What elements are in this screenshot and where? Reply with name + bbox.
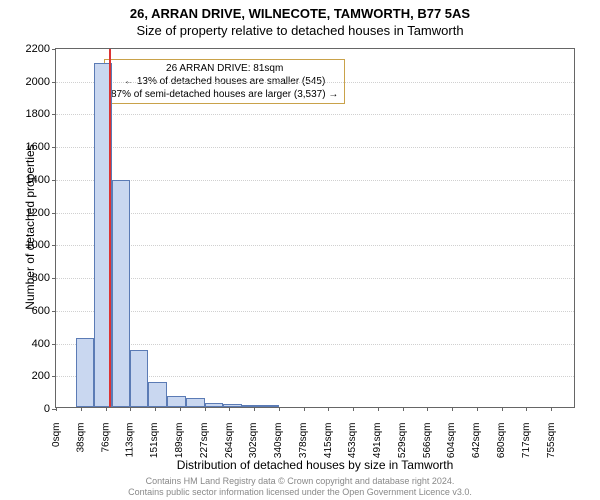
page-title: 26, ARRAN DRIVE, WILNECOTE, TAMWORTH, B7… bbox=[0, 0, 600, 21]
x-tick-label: 717sqm bbox=[521, 423, 532, 459]
x-tick-mark bbox=[403, 407, 404, 411]
x-tick-label: 38sqm bbox=[75, 423, 86, 453]
chart-container: 26, ARRAN DRIVE, WILNECOTE, TAMWORTH, B7… bbox=[0, 0, 600, 500]
x-tick-mark bbox=[130, 407, 131, 411]
x-tick-mark bbox=[180, 407, 181, 411]
x-tick-mark bbox=[205, 407, 206, 411]
footer: Contains HM Land Registry data © Crown c… bbox=[0, 476, 600, 499]
gridline bbox=[56, 213, 574, 214]
footer-line-1: Contains HM Land Registry data © Crown c… bbox=[0, 476, 600, 487]
histogram-bar bbox=[167, 396, 185, 407]
x-tick-label: 529sqm bbox=[397, 423, 408, 459]
y-tick-mark bbox=[52, 245, 56, 246]
gridline bbox=[56, 344, 574, 345]
x-tick-mark bbox=[353, 407, 354, 411]
x-tick-label: 264sqm bbox=[224, 423, 235, 459]
y-tick-mark bbox=[52, 82, 56, 83]
y-tick-mark bbox=[52, 278, 56, 279]
x-tick-label: 227sqm bbox=[199, 423, 210, 459]
x-tick-label: 340sqm bbox=[273, 423, 284, 459]
histogram-bar bbox=[242, 405, 260, 407]
y-tick-mark bbox=[52, 213, 56, 214]
x-tick-label: 302sqm bbox=[249, 423, 260, 459]
gridline bbox=[56, 278, 574, 279]
x-tick-mark bbox=[254, 407, 255, 411]
x-tick-mark bbox=[229, 407, 230, 411]
x-tick-label: 189sqm bbox=[174, 423, 185, 459]
annotation-line: 26 ARRAN DRIVE: 81sqm bbox=[111, 62, 338, 75]
x-tick-mark bbox=[304, 407, 305, 411]
y-tick-mark bbox=[52, 344, 56, 345]
gridline bbox=[56, 147, 574, 148]
y-tick-mark bbox=[52, 114, 56, 115]
x-tick-mark bbox=[551, 407, 552, 411]
x-tick-mark bbox=[427, 407, 428, 411]
x-tick-label: 491sqm bbox=[372, 423, 383, 459]
gridline bbox=[56, 114, 574, 115]
plot-area: 26 ARRAN DRIVE: 81sqm← 13% of detached h… bbox=[55, 48, 575, 408]
reference-line bbox=[109, 49, 111, 407]
x-tick-mark bbox=[155, 407, 156, 411]
x-tick-label: 113sqm bbox=[125, 423, 136, 458]
x-tick-label: 453sqm bbox=[348, 423, 359, 459]
x-tick-mark bbox=[502, 407, 503, 411]
x-tick-mark bbox=[279, 407, 280, 411]
x-tick-mark bbox=[81, 407, 82, 411]
x-tick-label: 642sqm bbox=[471, 423, 482, 459]
x-tick-label: 151sqm bbox=[150, 423, 161, 459]
histogram-bar bbox=[76, 338, 94, 407]
histogram-bar bbox=[130, 350, 148, 407]
annotation-line: 87% of semi-detached houses are larger (… bbox=[111, 88, 338, 101]
histogram-bar bbox=[205, 403, 223, 407]
y-tick-mark bbox=[52, 376, 56, 377]
y-tick-mark bbox=[52, 147, 56, 148]
x-tick-mark bbox=[106, 407, 107, 411]
y-tick-mark bbox=[52, 49, 56, 50]
histogram-bar bbox=[260, 405, 279, 407]
x-tick-mark bbox=[477, 407, 478, 411]
x-axis-label: Distribution of detached houses by size … bbox=[55, 458, 575, 472]
histogram-bar bbox=[148, 382, 167, 407]
gridline bbox=[56, 180, 574, 181]
x-tick-label: 0sqm bbox=[51, 423, 62, 447]
gridline bbox=[56, 245, 574, 246]
gridline bbox=[56, 82, 574, 83]
histogram-bar bbox=[186, 398, 205, 407]
plot-wrap: Number of detached properties 26 ARRAN D… bbox=[55, 48, 575, 408]
x-tick-label: 415sqm bbox=[323, 423, 334, 459]
page-subtitle: Size of property relative to detached ho… bbox=[0, 21, 600, 38]
x-tick-label: 755sqm bbox=[546, 423, 557, 459]
footer-line-2: Contains public sector information licen… bbox=[0, 487, 600, 498]
x-tick-label: 378sqm bbox=[298, 423, 309, 459]
x-tick-label: 566sqm bbox=[422, 423, 433, 459]
y-tick-mark bbox=[52, 180, 56, 181]
y-tick-mark bbox=[52, 311, 56, 312]
x-tick-label: 76sqm bbox=[100, 423, 111, 453]
x-tick-label: 680sqm bbox=[496, 423, 507, 459]
y-axis-label: Number of detached properties bbox=[23, 47, 37, 407]
x-tick-label: 604sqm bbox=[447, 423, 458, 459]
x-tick-mark bbox=[526, 407, 527, 411]
gridline bbox=[56, 311, 574, 312]
x-tick-mark bbox=[452, 407, 453, 411]
histogram-bar bbox=[223, 404, 241, 407]
x-tick-mark bbox=[328, 407, 329, 411]
x-tick-mark bbox=[56, 407, 57, 411]
x-tick-mark bbox=[378, 407, 379, 411]
histogram-bar bbox=[112, 180, 130, 407]
